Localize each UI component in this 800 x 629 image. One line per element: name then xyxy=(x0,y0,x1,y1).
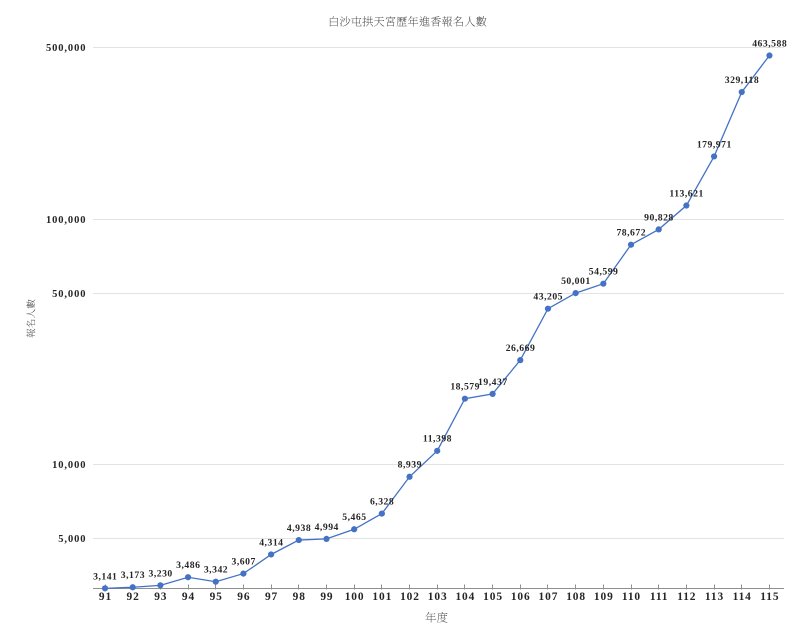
svg-text:108: 108 xyxy=(566,591,586,603)
svg-text:90,828: 90,828 xyxy=(644,212,674,223)
svg-text:101: 101 xyxy=(372,591,392,603)
svg-text:10,000: 10,000 xyxy=(52,460,86,471)
svg-text:3,173: 3,173 xyxy=(121,570,145,581)
svg-text:78,672: 78,672 xyxy=(616,228,646,239)
svg-text:4,938: 4,938 xyxy=(287,523,311,534)
svg-text:3,486: 3,486 xyxy=(176,560,200,571)
svg-text:107: 107 xyxy=(539,591,559,603)
svg-text:11,398: 11,398 xyxy=(423,434,452,445)
svg-text:92: 92 xyxy=(127,591,140,603)
svg-text:463,588: 463,588 xyxy=(752,38,787,49)
svg-text:54,599: 54,599 xyxy=(589,267,619,278)
svg-text:50,000: 50,000 xyxy=(52,289,86,300)
svg-text:19,437: 19,437 xyxy=(478,377,508,388)
svg-text:115: 115 xyxy=(760,591,779,603)
svg-text:43,205: 43,205 xyxy=(533,292,563,303)
svg-text:105: 105 xyxy=(483,591,503,603)
svg-text:179,971: 179,971 xyxy=(697,139,732,150)
svg-text:95: 95 xyxy=(210,591,223,603)
svg-text:113: 113 xyxy=(705,591,724,603)
svg-text:3,607: 3,607 xyxy=(232,556,256,567)
svg-text:3,141: 3,141 xyxy=(93,571,117,582)
svg-text:4,314: 4,314 xyxy=(259,537,283,548)
svg-text:5,465: 5,465 xyxy=(342,512,366,523)
svg-text:91: 91 xyxy=(99,591,112,603)
svg-text:93: 93 xyxy=(154,591,167,603)
svg-text:26,669: 26,669 xyxy=(506,343,536,354)
svg-text:114: 114 xyxy=(733,591,752,603)
svg-text:113,621: 113,621 xyxy=(669,188,703,199)
svg-text:102: 102 xyxy=(400,591,420,603)
svg-text:6,328: 6,328 xyxy=(370,497,394,508)
svg-text:110: 110 xyxy=(622,591,641,603)
svg-text:99: 99 xyxy=(320,591,333,603)
svg-text:98: 98 xyxy=(293,591,306,603)
svg-text:109: 109 xyxy=(594,591,614,603)
svg-text:500,000: 500,000 xyxy=(46,43,86,54)
svg-text:18,579: 18,579 xyxy=(450,382,480,393)
svg-text:112: 112 xyxy=(677,591,696,603)
svg-text:3,230: 3,230 xyxy=(148,568,172,579)
svg-text:329,118: 329,118 xyxy=(725,75,759,86)
svg-text:96: 96 xyxy=(237,591,250,603)
svg-text:111: 111 xyxy=(650,591,669,603)
svg-text:104: 104 xyxy=(455,591,475,603)
svg-text:106: 106 xyxy=(511,591,531,603)
svg-text:4,994: 4,994 xyxy=(315,522,339,533)
svg-text:100: 100 xyxy=(345,591,365,603)
svg-text:103: 103 xyxy=(428,591,448,603)
svg-text:97: 97 xyxy=(265,591,278,603)
svg-text:5,000: 5,000 xyxy=(58,534,86,545)
svg-text:3,342: 3,342 xyxy=(204,565,228,576)
svg-text:50,001: 50,001 xyxy=(561,276,591,287)
svg-text:8,939: 8,939 xyxy=(398,460,422,471)
svg-text:94: 94 xyxy=(182,591,195,603)
svg-text:100,000: 100,000 xyxy=(46,215,86,226)
